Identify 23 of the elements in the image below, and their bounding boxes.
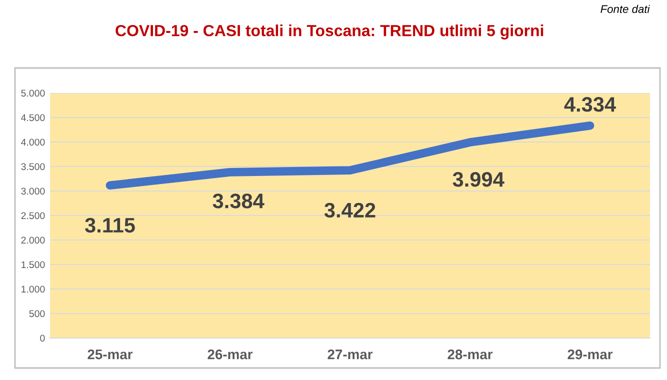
x-tick-label: 28-mar — [448, 349, 493, 360]
data-label: 3.115 — [84, 218, 135, 233]
x-tick-label: 26-mar — [208, 349, 253, 360]
y-tick-label: 3.500 — [21, 163, 45, 170]
y-tick-label: 2.000 — [21, 236, 45, 244]
y-tick-label: 1.500 — [22, 261, 45, 268]
data-label: 3.422 — [324, 202, 376, 218]
data-label: 3.384 — [212, 194, 264, 208]
y-tick-label: 2.500 — [21, 212, 45, 220]
data-label: 3.994 — [452, 172, 504, 187]
y-tick-label: 500 — [29, 310, 45, 318]
y-tick-label: 3.000 — [21, 188, 45, 195]
x-tick-label: 27-mar — [328, 349, 373, 360]
data-label: 4.334 — [564, 97, 616, 112]
y-tick-label: 0 — [40, 334, 45, 342]
x-tick-label: 29-mar — [568, 349, 613, 360]
y-tick-label: 5.000 — [21, 90, 45, 97]
x-tick-label: 25-mar — [88, 349, 133, 360]
y-tick-label: 4.500 — [21, 114, 45, 122]
source-note: Fonte dati — [600, 4, 650, 13]
chart-title: COVID-19 - CASI totali in Toscana: TREND utlimi 5 giorni — [116, 24, 544, 40]
y-tick-label: 1.000 — [22, 286, 45, 293]
y-tick-label: 4.000 — [21, 138, 45, 146]
